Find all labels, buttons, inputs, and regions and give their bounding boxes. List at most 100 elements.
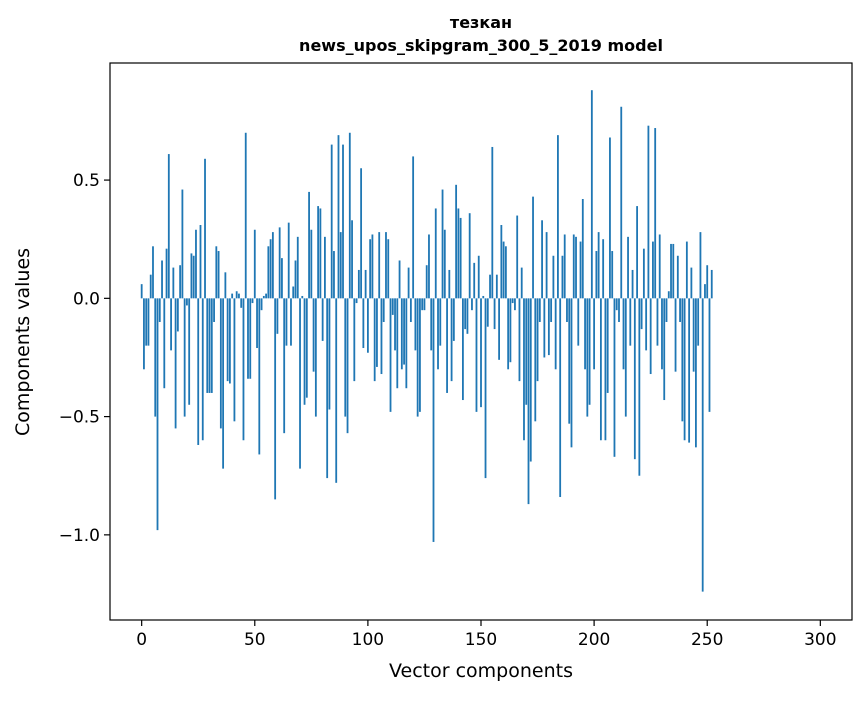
bar-69 [296, 236, 299, 299]
bar-239 [681, 298, 684, 422]
bar-67 [292, 286, 295, 299]
bar-124 [421, 298, 424, 311]
bar-235 [672, 243, 675, 299]
bar-101 [369, 239, 372, 299]
bar-16 [176, 298, 179, 332]
bar-74 [308, 191, 310, 299]
bar-14 [172, 267, 175, 299]
bar-103 [373, 298, 376, 382]
bar-8 [158, 298, 161, 322]
bar-55 [265, 293, 267, 299]
bar-205 [604, 298, 607, 441]
bar-190 [570, 298, 573, 448]
bar-125 [423, 298, 426, 311]
bar-94 [353, 298, 356, 382]
bar-46 [244, 132, 247, 299]
bar-175 [536, 298, 539, 382]
bar-88 [339, 232, 342, 299]
bar-3 [147, 298, 150, 346]
bar-123 [419, 298, 421, 412]
bar-96 [357, 269, 360, 299]
bar-48 [249, 298, 252, 379]
bar-209 [613, 298, 616, 457]
bar-130 [434, 208, 437, 299]
bar-108 [385, 232, 387, 299]
bar-225 [649, 298, 652, 375]
bar-64 [285, 298, 288, 346]
bar-216 [629, 298, 632, 346]
bar-2 [145, 298, 148, 346]
bar-164 [511, 298, 514, 304]
bar-180 [547, 298, 550, 356]
bar-153 [486, 298, 489, 327]
x-tick-label-0: 0 [136, 630, 147, 650]
bar-244 [692, 298, 695, 372]
bar-85 [333, 251, 335, 299]
bar-182 [552, 255, 555, 299]
bar-136 [448, 269, 451, 299]
bar-78 [317, 206, 320, 299]
bar-194 [579, 241, 582, 299]
y-tick-label-3: −1.0 [59, 526, 100, 546]
bar-143 [464, 298, 467, 330]
bar-236 [674, 298, 677, 372]
bar-13 [170, 298, 172, 351]
bar-37 [224, 272, 227, 299]
bar-221 [640, 298, 643, 330]
bar-65 [287, 222, 290, 299]
bar-0 [140, 284, 143, 299]
bar-140 [457, 208, 460, 299]
bar-33 [215, 246, 218, 299]
bar-79 [319, 208, 322, 299]
bar-191 [572, 234, 575, 299]
bar-199 [590, 90, 593, 299]
bar-56 [267, 246, 270, 299]
bar-42 [235, 291, 238, 299]
bar-25 [197, 298, 200, 445]
bar-47 [247, 298, 249, 379]
bar-234 [670, 243, 672, 299]
bar-119 [409, 298, 412, 322]
bar-203 [599, 298, 602, 441]
bar-241 [685, 241, 688, 299]
bar-195 [581, 199, 584, 299]
x-tick-label-100: 100 [352, 630, 384, 650]
bar-36 [222, 298, 225, 469]
bar-168 [520, 267, 523, 299]
bar-4 [149, 274, 152, 299]
bar-114 [398, 260, 401, 299]
bar-218 [633, 298, 636, 460]
bar-24 [195, 229, 197, 299]
bar-145 [468, 213, 471, 299]
y-tick-label-1: 0.0 [73, 289, 100, 309]
bar-93 [351, 220, 353, 299]
bar-38 [226, 298, 229, 382]
bar-29 [206, 298, 209, 393]
bar-89 [342, 144, 344, 299]
bar-34 [217, 251, 220, 299]
bar-77 [314, 298, 317, 417]
bar-54 [262, 295, 265, 299]
bar-232 [665, 298, 668, 322]
bar-45 [242, 298, 245, 441]
bar-31 [210, 298, 213, 393]
bar-134 [443, 229, 446, 299]
bar-226 [652, 241, 654, 299]
bar-120 [412, 156, 415, 299]
y-tick-label-2: −0.5 [59, 408, 100, 428]
bar-111 [391, 298, 394, 315]
bar-157 [495, 274, 498, 299]
bar-139 [455, 184, 458, 299]
x-tick-label-250: 250 [691, 630, 723, 650]
bar-20 [186, 298, 188, 306]
bar-90 [344, 298, 347, 417]
bar-214 [624, 298, 627, 417]
bar-43 [238, 293, 240, 299]
bar-138 [452, 298, 455, 341]
bar-18 [181, 189, 184, 299]
bar-35 [219, 298, 222, 429]
bar-106 [380, 298, 383, 375]
bar-147 [473, 262, 476, 299]
bar-44 [240, 298, 243, 308]
